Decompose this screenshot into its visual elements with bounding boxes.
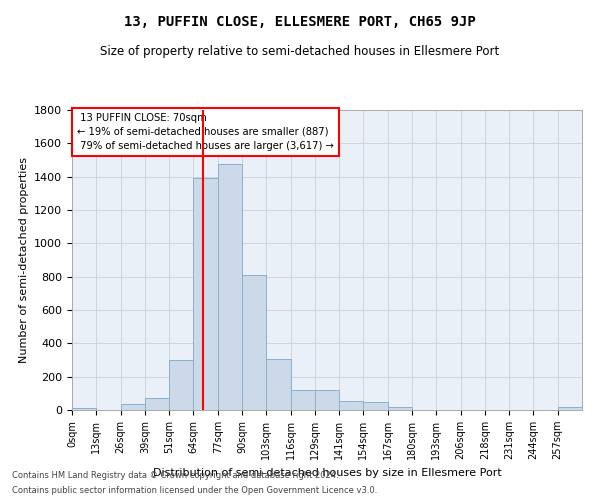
Y-axis label: Number of semi-detached properties: Number of semi-detached properties bbox=[19, 157, 29, 363]
Bar bbox=[169, 360, 193, 410]
Text: 13 PUFFIN CLOSE: 70sqm
← 19% of semi-detached houses are smaller (887)
 79% of s: 13 PUFFIN CLOSE: 70sqm ← 19% of semi-det… bbox=[77, 113, 334, 151]
Bar bbox=[388, 406, 412, 410]
Bar bbox=[339, 401, 364, 410]
X-axis label: Distribution of semi-detached houses by size in Ellesmere Port: Distribution of semi-detached houses by … bbox=[152, 468, 502, 477]
Text: Size of property relative to semi-detached houses in Ellesmere Port: Size of property relative to semi-detach… bbox=[100, 45, 500, 58]
Bar bbox=[290, 390, 315, 410]
Bar bbox=[364, 402, 388, 410]
Bar bbox=[558, 406, 582, 410]
Bar bbox=[218, 164, 242, 410]
Bar bbox=[266, 359, 290, 410]
Bar bbox=[193, 178, 218, 410]
Bar bbox=[145, 398, 169, 410]
Text: 13, PUFFIN CLOSE, ELLESMERE PORT, CH65 9JP: 13, PUFFIN CLOSE, ELLESMERE PORT, CH65 9… bbox=[124, 15, 476, 29]
Text: Contains public sector information licensed under the Open Government Licence v3: Contains public sector information licen… bbox=[12, 486, 377, 495]
Bar bbox=[121, 404, 145, 410]
Bar bbox=[315, 390, 339, 410]
Bar bbox=[242, 275, 266, 410]
Text: Contains HM Land Registry data © Crown copyright and database right 2024.: Contains HM Land Registry data © Crown c… bbox=[12, 471, 338, 480]
Bar bbox=[72, 408, 96, 410]
